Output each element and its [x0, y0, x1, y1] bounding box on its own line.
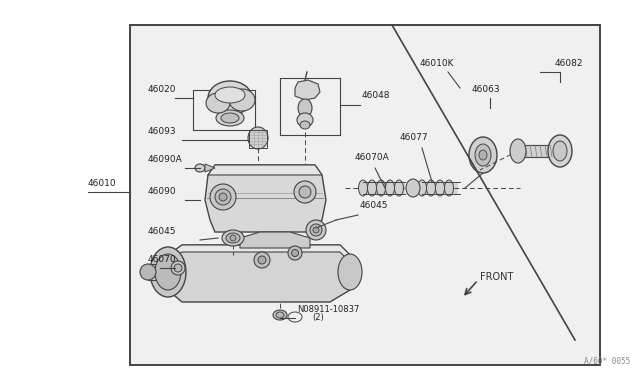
Ellipse shape [258, 256, 266, 264]
Ellipse shape [222, 230, 244, 246]
Ellipse shape [140, 264, 156, 280]
Text: 46082: 46082 [555, 59, 584, 68]
Text: A/60* 0055: A/60* 0055 [584, 356, 630, 365]
Text: N08911-10837: N08911-10837 [297, 305, 360, 314]
Bar [518, 145, 558, 157]
Ellipse shape [310, 224, 322, 236]
Ellipse shape [479, 150, 487, 160]
Bar [148, 264, 173, 280]
Text: 46077: 46077 [400, 133, 429, 142]
Ellipse shape [195, 164, 205, 172]
Ellipse shape [288, 246, 302, 260]
Ellipse shape [406, 179, 420, 197]
Text: 46048: 46048 [362, 91, 390, 100]
Text: 46045: 46045 [148, 227, 177, 236]
Bar [130, 25, 600, 365]
Polygon shape [295, 80, 320, 100]
Ellipse shape [417, 180, 426, 196]
Text: 46010: 46010 [88, 179, 116, 188]
Polygon shape [168, 245, 350, 302]
Ellipse shape [394, 180, 403, 196]
Ellipse shape [300, 121, 310, 129]
Ellipse shape [313, 227, 319, 233]
Ellipse shape [221, 113, 239, 123]
Ellipse shape [230, 235, 236, 241]
Ellipse shape [248, 127, 268, 149]
Ellipse shape [385, 180, 394, 196]
Ellipse shape [150, 247, 186, 297]
Bar [422, 182, 458, 194]
Ellipse shape [210, 184, 236, 210]
Ellipse shape [475, 144, 491, 166]
Ellipse shape [548, 135, 572, 167]
Ellipse shape [469, 137, 497, 173]
Ellipse shape [276, 312, 284, 318]
Polygon shape [205, 164, 215, 172]
Polygon shape [208, 165, 322, 175]
Ellipse shape [376, 180, 385, 196]
Ellipse shape [298, 99, 312, 117]
Ellipse shape [226, 233, 240, 243]
Bar [249, 130, 267, 148]
Text: 46070: 46070 [148, 255, 177, 264]
Text: 46090A: 46090A [148, 155, 183, 164]
Text: 46090: 46090 [148, 187, 177, 196]
Ellipse shape [174, 264, 182, 272]
Ellipse shape [445, 180, 454, 196]
Text: 46070A: 46070A [355, 153, 390, 162]
Polygon shape [168, 245, 350, 262]
Text: 46045: 46045 [360, 201, 388, 210]
Ellipse shape [510, 139, 526, 163]
Polygon shape [205, 165, 326, 232]
Ellipse shape [291, 250, 298, 257]
Ellipse shape [219, 193, 227, 201]
Ellipse shape [254, 252, 270, 268]
Bar [130, 25, 600, 365]
Ellipse shape [215, 189, 231, 205]
Ellipse shape [215, 87, 245, 103]
Ellipse shape [273, 310, 287, 320]
Polygon shape [240, 232, 310, 248]
Ellipse shape [338, 254, 362, 290]
Ellipse shape [358, 180, 367, 196]
Ellipse shape [216, 110, 244, 126]
Ellipse shape [297, 113, 313, 127]
Ellipse shape [553, 141, 567, 161]
Text: 46063: 46063 [472, 85, 500, 94]
Text: 46010K: 46010K [420, 59, 454, 68]
Text: (2): (2) [312, 313, 324, 322]
Ellipse shape [206, 93, 230, 113]
Text: 46020: 46020 [148, 85, 177, 94]
Ellipse shape [171, 261, 185, 275]
Text: 46093: 46093 [148, 127, 177, 136]
Ellipse shape [426, 180, 435, 196]
Ellipse shape [367, 180, 376, 196]
Ellipse shape [299, 186, 311, 198]
Ellipse shape [306, 220, 326, 240]
Ellipse shape [435, 180, 445, 196]
Ellipse shape [208, 81, 252, 115]
Text: FRONT: FRONT [480, 272, 513, 282]
Ellipse shape [229, 89, 255, 111]
Ellipse shape [155, 254, 181, 290]
Ellipse shape [294, 181, 316, 203]
Bar [363, 182, 405, 194]
